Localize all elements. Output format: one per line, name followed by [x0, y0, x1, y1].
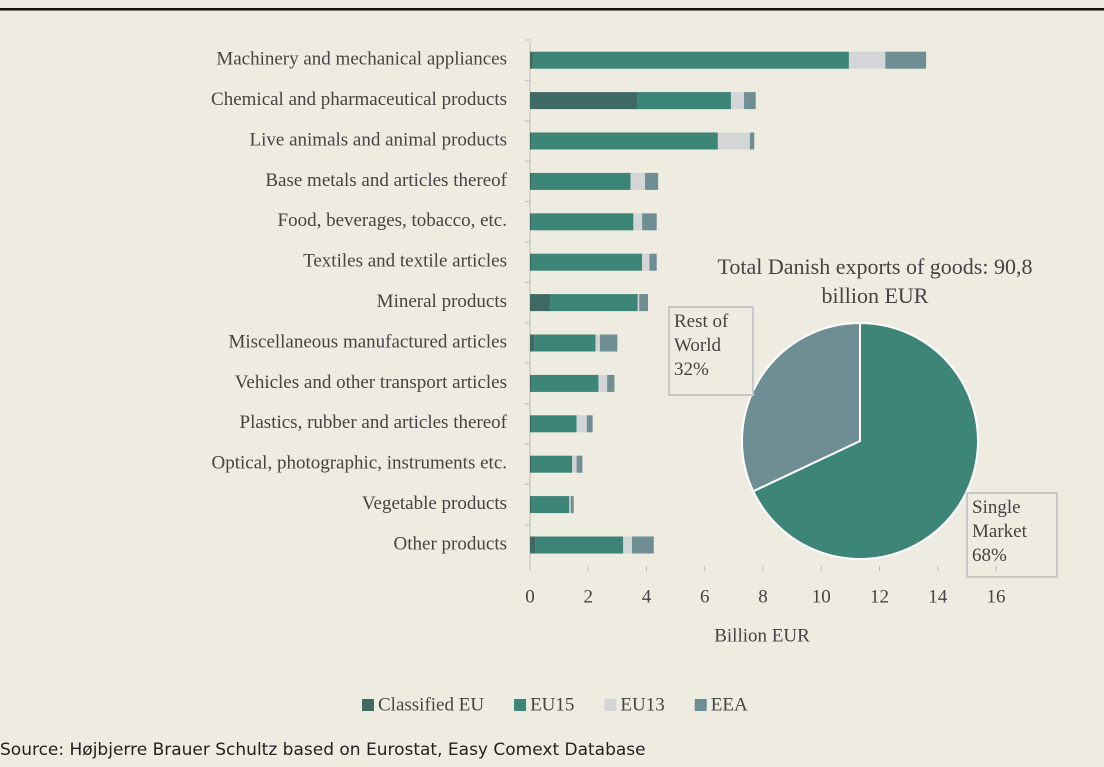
- y-tick-label: Plastics, rubber and articles thereof: [240, 412, 508, 433]
- bar-segment: [530, 253, 532, 271]
- x-tick-label: 8: [758, 586, 768, 607]
- bar-segment: [885, 51, 927, 69]
- y-tick-label: Optical, photographic, instruments etc.: [212, 453, 507, 474]
- pie-value-label: 32%: [674, 359, 709, 380]
- x-tick-label: 10: [812, 586, 831, 607]
- bar-segment: [576, 415, 587, 433]
- y-tick-label: Chemical and pharmaceutical products: [211, 89, 507, 110]
- y-tick-label: Other products: [394, 533, 507, 554]
- bar-segment: [639, 294, 648, 312]
- bar-segment: [576, 455, 583, 473]
- bar-segment: [630, 172, 646, 190]
- bar-segment: [530, 51, 533, 69]
- bar-segment: [749, 132, 755, 150]
- y-tick-label: Live animals and animal products: [250, 129, 507, 150]
- bar-segment: [530, 213, 532, 231]
- bar-segment: [572, 455, 577, 473]
- legend-swatch: [604, 699, 617, 711]
- y-tick-label: Machinery and mechanical appliances: [216, 49, 507, 70]
- top-rule: [0, 8, 1104, 11]
- legend-label: EU13: [620, 694, 664, 715]
- y-tick-label: Textiles and textile articles: [303, 251, 507, 272]
- bar-segment: [530, 496, 532, 514]
- legend-swatch: [362, 699, 374, 711]
- bar-segment: [532, 51, 849, 69]
- y-tick-label: Miscellaneous manufactured articles: [228, 331, 507, 352]
- pie-label-box: Rest of World 32%: [668, 306, 754, 396]
- legend-label: Classified EU: [378, 694, 484, 715]
- bar-segment: [649, 253, 657, 271]
- bar-segment: [530, 92, 638, 110]
- legend-label: EU15: [530, 694, 574, 715]
- legend-label: EEA: [711, 694, 748, 715]
- legend-swatch: [694, 699, 707, 711]
- pie-slice: [741, 321, 861, 493]
- bar-segment: [530, 536, 536, 554]
- bar-segment: [531, 415, 577, 433]
- pie-slice: [751, 321, 979, 560]
- y-tick-label: Mineral products: [377, 291, 507, 312]
- bar-segment: [569, 496, 571, 514]
- pie-title: Total Danish exports of goods: 90,8 bill…: [717, 254, 1033, 308]
- x-tick-label: 0: [525, 586, 535, 607]
- legend-swatch: [514, 699, 527, 711]
- bar-segment: [531, 172, 631, 190]
- bar-segment: [531, 253, 643, 271]
- bar-segment: [530, 172, 532, 190]
- x-axis-title: Billion EUR: [714, 625, 810, 646]
- pie-value-label: 68%: [972, 545, 1007, 566]
- pie-label-box: Single Market 68%: [966, 492, 1058, 578]
- bar-segment: [717, 132, 750, 150]
- bar-segment: [530, 415, 532, 433]
- bar-segment: [530, 294, 551, 312]
- bar-segment: [744, 92, 756, 110]
- x-tick-label: 12: [870, 586, 889, 607]
- bar-segment: [848, 51, 886, 69]
- x-tick-label: 2: [584, 586, 594, 607]
- bar-segment: [645, 172, 659, 190]
- bar-segment: [586, 415, 593, 433]
- bar-segment: [633, 213, 643, 231]
- bar-segment: [531, 455, 573, 473]
- bar-segment: [642, 213, 657, 231]
- x-tick-label: 16: [987, 586, 1006, 607]
- y-tick-label: Food, beverages, tobacco, etc.: [278, 210, 508, 231]
- bar-segment: [530, 334, 535, 352]
- bar-segment: [534, 334, 596, 352]
- bar-segment: [599, 334, 618, 352]
- bar-segment: [535, 536, 624, 554]
- bar-segment: [598, 374, 608, 392]
- bar-segment: [530, 455, 532, 473]
- bar-segment: [530, 374, 532, 392]
- pie-label: Rest of World: [674, 311, 729, 356]
- bar-segment: [531, 496, 570, 514]
- bar-segment: [595, 334, 600, 352]
- bar-segment: [642, 253, 650, 271]
- y-tick-label: Vehicles and other transport articles: [235, 372, 507, 393]
- bar-segment: [637, 294, 640, 312]
- bar-segment: [530, 132, 532, 150]
- source: Source: Højbjerre Brauer Schultz based o…: [0, 740, 646, 760]
- y-tick-label: Base metals and articles thereof: [265, 170, 507, 191]
- bar-segment: [607, 374, 615, 392]
- bar-segment: [531, 213, 634, 231]
- y-tick-label: Vegetable products: [362, 493, 507, 514]
- bar-segment: [570, 496, 574, 514]
- pie-label: Single Market: [972, 497, 1027, 542]
- x-tick-label: 14: [928, 586, 948, 607]
- bar-segment: [730, 92, 745, 110]
- bar-segment: [631, 536, 654, 554]
- bar-segment: [531, 374, 599, 392]
- x-tick-label: 4: [642, 586, 652, 607]
- bar-segment: [623, 536, 632, 554]
- bar-segment: [637, 92, 731, 110]
- bar-segment: [531, 132, 718, 150]
- bar-segment: [550, 294, 638, 312]
- x-tick-label: 6: [700, 586, 710, 607]
